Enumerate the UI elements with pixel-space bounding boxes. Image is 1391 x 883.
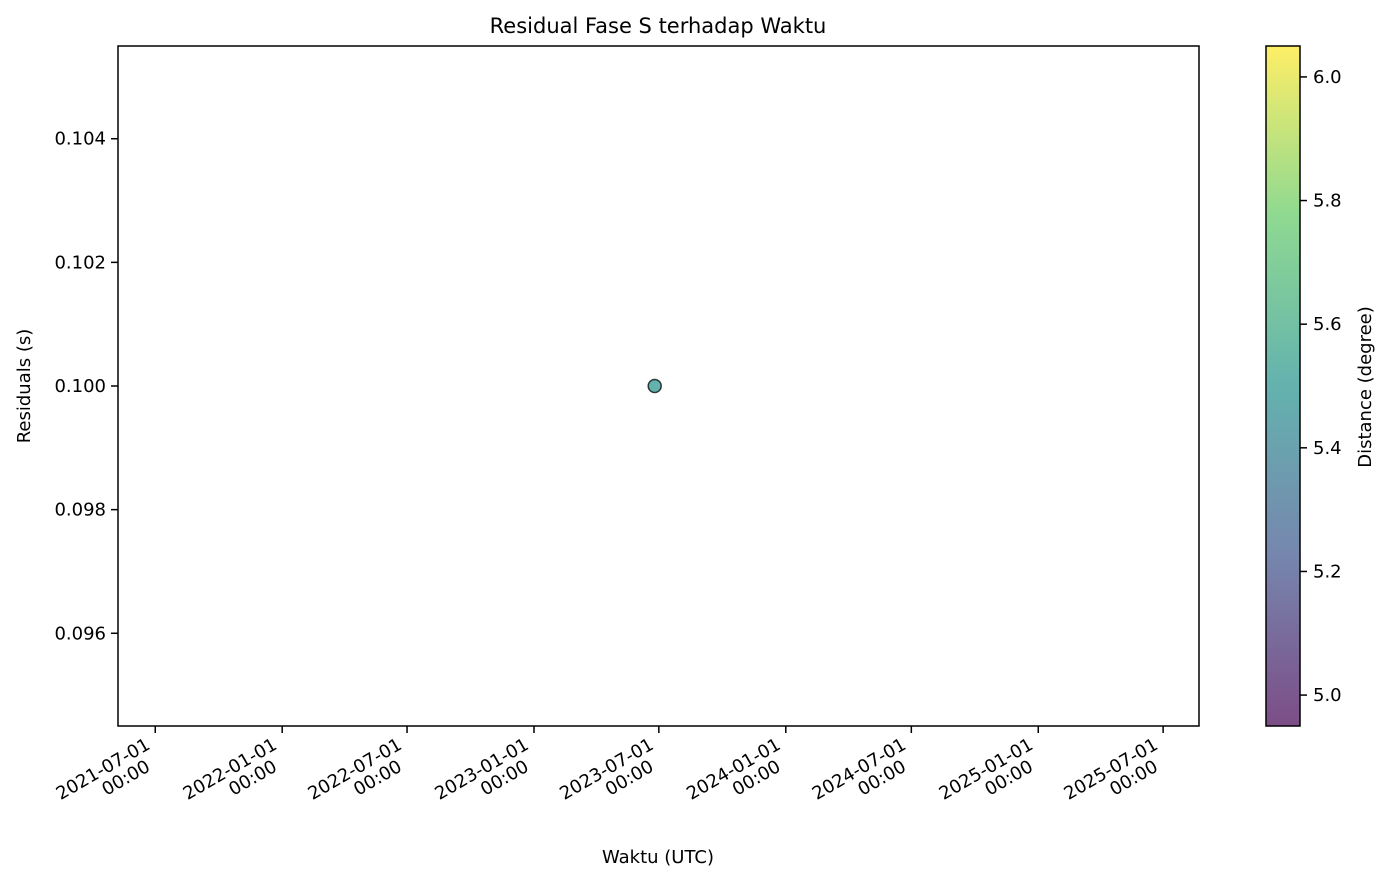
- scatter-points: [647, 378, 662, 394]
- y-tick-label: 0.096: [54, 623, 106, 644]
- y-axis-ticks: 0.096 0.098 0.100 0.102 0.104: [54, 129, 118, 644]
- chart-title: Residual Fase S terhadap Waktu: [490, 14, 827, 38]
- y-tick-label: 0.100: [54, 376, 106, 397]
- colorbar-tick-label: 5.4: [1313, 438, 1342, 459]
- colorbar-ticks: 5.0 5.2 5.4 5.6 5.8 6.0: [1300, 67, 1342, 706]
- y-tick-label: 0.104: [54, 129, 106, 150]
- colorbar-tick-label: 5.0: [1313, 685, 1342, 706]
- scatter-point: [647, 378, 662, 394]
- colorbar-tick-label: 6.0: [1313, 67, 1342, 88]
- colorbar-tick-label: 5.2: [1313, 561, 1342, 582]
- x-axis-label: Waktu (UTC): [602, 847, 714, 868]
- y-tick-label: 0.098: [54, 500, 106, 521]
- colorbar-frame: [1265, 45, 1301, 727]
- y-axis-label: Residuals (s): [14, 329, 35, 444]
- colorbar-tick-label: 5.6: [1313, 314, 1342, 335]
- colorbar-gradient: [1266, 46, 1300, 726]
- y-tick-label: 0.102: [54, 252, 106, 273]
- colorbar-label: Distance (degree): [1355, 306, 1376, 468]
- colorbar-tick-label: 5.8: [1313, 191, 1342, 212]
